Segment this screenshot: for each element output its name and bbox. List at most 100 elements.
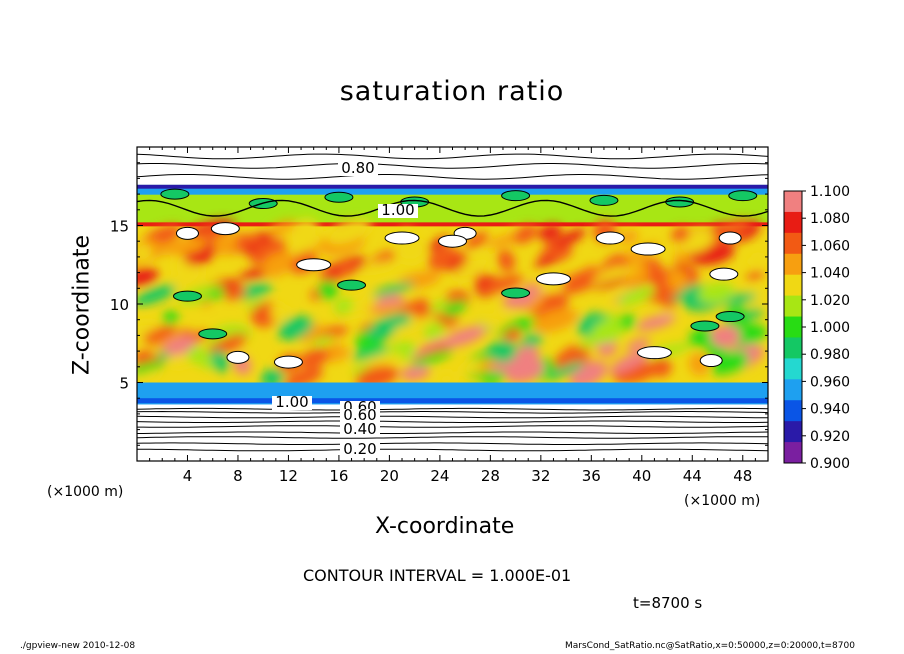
field-blob (311, 335, 334, 347)
field-blob (208, 333, 248, 355)
colorbar-swatch (784, 295, 802, 318)
field-blob (162, 310, 179, 325)
subsaturated-patch (160, 188, 190, 200)
supersaturated-patch (709, 267, 739, 281)
contour-line-bottom (137, 425, 768, 428)
field-blob (626, 338, 651, 351)
colorbar-label: 1.100 (810, 184, 850, 200)
field-blob (591, 319, 623, 344)
upper-cyan-band (137, 184, 768, 195)
contour-interval: CONTOUR INTERVAL = 1.000E-01 (303, 566, 572, 585)
field-blob (454, 254, 492, 272)
supersaturated-patch (595, 231, 625, 245)
field-blob (512, 224, 538, 244)
contour-line-bottom (137, 436, 768, 439)
footer-left: ./gpview-new 2010-12-08 (20, 641, 136, 651)
contour-line-1 (137, 199, 768, 217)
contour-lines: 0.801.001.00 0.600.600.400.20 (137, 153, 768, 458)
field-blob (251, 238, 287, 260)
field-blob (267, 220, 297, 235)
field-blob (537, 224, 563, 241)
field-blob (460, 359, 483, 375)
field-blob (410, 298, 431, 319)
field-blob (519, 333, 543, 351)
upper-blue-band (137, 184, 768, 189)
x-tick-label: 12 (279, 467, 298, 485)
x-tick-label: 36 (582, 467, 601, 485)
colorbar-swatch (784, 211, 802, 234)
contour-line-top (137, 174, 768, 180)
colorbar-label: 0.980 (810, 347, 850, 363)
field-blob (137, 267, 159, 287)
field-blob (697, 282, 735, 304)
field-blob (302, 236, 335, 255)
subsaturated-patch (501, 287, 531, 299)
contour-line-bottom (137, 420, 768, 423)
colorbar-label: 1.040 (810, 266, 850, 282)
field-blob (410, 350, 454, 367)
field-blob (671, 226, 690, 243)
contour-line-bottom (137, 410, 768, 414)
y-tick-label: 15 (110, 218, 129, 236)
x-tick-label: 16 (329, 467, 348, 485)
field-blob (367, 313, 411, 340)
contour-line-bottom (137, 431, 768, 434)
field-blob (443, 326, 486, 347)
field-blob (747, 255, 768, 266)
field-blob (668, 284, 704, 301)
x-tick-label: 48 (733, 467, 752, 485)
field-blob (318, 280, 339, 300)
colorbar-label: 0.900 (810, 456, 850, 472)
field-blobs (137, 218, 768, 389)
field-blob (137, 350, 151, 363)
subsaturated-patch (501, 190, 531, 202)
field-blob (142, 325, 177, 343)
colorbar-label: 0.960 (810, 374, 850, 390)
field-blob (548, 361, 585, 380)
colorbar-swatch (784, 358, 802, 380)
field-blob (480, 275, 524, 294)
field-blob (137, 284, 177, 306)
contour-label-bg (378, 204, 418, 218)
colorbar-swatch (784, 191, 802, 213)
x-tick-label: 28 (481, 467, 500, 485)
supersaturated-patch (175, 226, 199, 240)
field-blob (300, 347, 330, 368)
field-blob (492, 340, 517, 364)
field-blob (172, 269, 205, 289)
field-blob (322, 237, 366, 256)
field-blob (208, 289, 226, 300)
field-blob (137, 361, 165, 375)
contour-label-bg (338, 162, 378, 176)
field-blob (722, 292, 757, 306)
x-tick-label: 8 (233, 467, 243, 485)
field-blob (323, 347, 351, 363)
chart-title: saturation ratio (339, 76, 565, 107)
field-blob (336, 260, 357, 274)
colorbar-label: 1.060 (810, 238, 850, 254)
x-axis-label: X-coordinate (375, 514, 515, 539)
colorbar-label: 0.920 (810, 429, 850, 445)
field-blob (636, 314, 676, 331)
x-tick-label: 44 (683, 467, 702, 485)
supersaturated-patch (630, 242, 666, 256)
field-blob (270, 303, 289, 322)
field-blob (262, 251, 293, 277)
contour-label: 0.60 (343, 406, 376, 424)
field-blob (503, 327, 522, 342)
contour-line-top (137, 163, 768, 169)
field-blob (532, 308, 579, 333)
field-blob (558, 344, 590, 364)
field-blob (396, 238, 426, 263)
y-axis: 5 10 15 (110, 162, 768, 446)
saturation-field (137, 147, 768, 461)
field-blob (210, 234, 238, 256)
supersaturated-patch (273, 355, 303, 369)
subsaturated-patch (324, 191, 354, 203)
field-blob (746, 271, 764, 281)
supersaturated-patch (438, 234, 467, 248)
colorbar-swatch (784, 232, 802, 255)
supersaturated-patch (636, 346, 672, 360)
field-blob (210, 349, 230, 373)
colorbar-swatch (784, 400, 802, 422)
